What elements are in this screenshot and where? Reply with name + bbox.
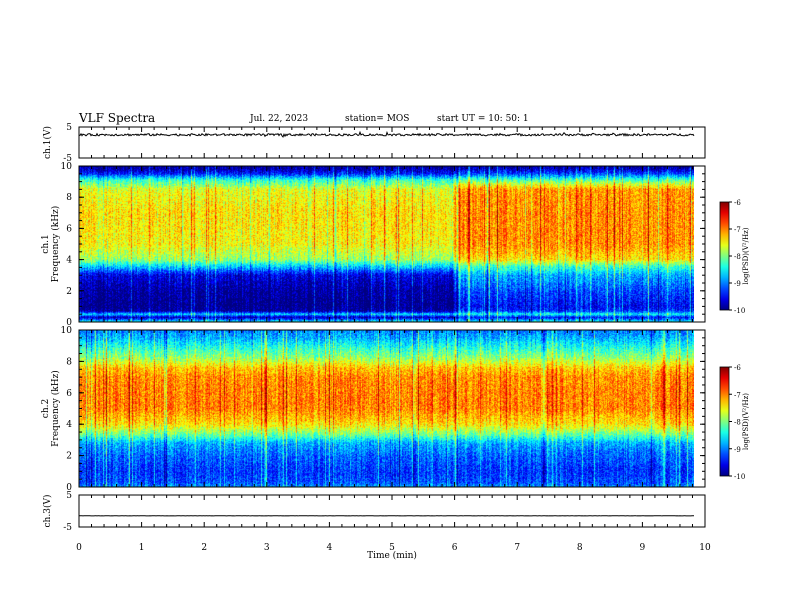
colorbar-tick-label: -7: [734, 226, 741, 234]
ch1-voltage-trace: [78, 130, 695, 138]
x-tick-label: 3: [264, 543, 270, 553]
x-tick-label: 2: [201, 543, 207, 553]
x-tick-label: 4: [327, 543, 333, 553]
ch2-spectrogram-ytick-label: 4: [66, 420, 72, 430]
ch1-spectrogram-ytick-label: 4: [66, 256, 72, 266]
colorbar-1: [719, 201, 730, 311]
x-tick-label: 9: [640, 543, 646, 553]
ch1-voltage-ylabel: ch.1(V): [42, 126, 53, 159]
x-tick-label: 7: [514, 543, 520, 553]
ch2-spectrogram-ytick-label: 6: [66, 389, 72, 399]
x-tick-label: 8: [577, 543, 583, 553]
ch2-spectrogram-ytick-label: 10: [61, 326, 73, 336]
ch1-voltage-ytick-label: 5: [66, 123, 72, 133]
colorbar-tick-label: -6: [734, 199, 741, 207]
ch1-voltage-ytick-label: -5: [63, 154, 72, 164]
x-tick-label: 0: [76, 543, 82, 553]
x-tick-label: 5: [389, 543, 395, 553]
station-label: station= MOS: [345, 114, 410, 124]
x-tick-label: 10: [699, 543, 711, 553]
ch1-spectrogram-ytick-label: 2: [66, 287, 72, 297]
colorbar-tick-label: -7: [734, 391, 741, 399]
colorbar-label: log(PSD)(V²/Hz): [742, 393, 750, 450]
ch1-spectrogram-ylabel: ch.1: [41, 234, 51, 253]
colorbar-tick-label: -9: [734, 446, 741, 454]
x-tick-label: 6: [452, 543, 458, 553]
ch2-spectrogram-ytick-label: 8: [66, 357, 72, 367]
ch1-spectrogram-ytick-label: 0: [66, 318, 72, 328]
colorbar-tick-label: -9: [734, 280, 741, 288]
chart-title: VLF Spectra: [79, 111, 156, 125]
colorbar-2: [719, 366, 730, 477]
ch2-spectrogram-image: [79, 330, 694, 487]
ch2-spectrogram-ylabel2: Frequency (kHz): [50, 370, 61, 447]
start-time-label: start UT = 10: 50: 1: [437, 114, 529, 124]
ch1-spectrogram-ylabel2: Frequency (kHz): [50, 206, 61, 283]
colorbar-tick-label: -6: [734, 364, 741, 372]
ch2-spectrogram-ylabel: ch.2: [41, 399, 51, 418]
colorbar-tick-label: -8: [734, 419, 741, 427]
ch1-spectrogram-ytick-label: 6: [66, 224, 72, 234]
ch3-voltage-ytick-label: 5: [66, 491, 72, 501]
ch3-voltage-ytick-label: -5: [63, 523, 72, 533]
ch2-spectrogram-ytick-label: 0: [66, 483, 72, 493]
colorbar-tick-label: -8: [734, 253, 741, 261]
ch3-voltage-ylabel: ch.3(V): [42, 495, 53, 528]
colorbar-label: log(PSD)(V²/Hz): [742, 227, 750, 284]
colorbar-tick-label: -10: [734, 473, 745, 481]
ch2-spectrogram-ytick-label: 2: [66, 452, 72, 462]
ch1-spectrogram-ytick-label: 10: [61, 162, 73, 172]
x-tick-label: 1: [139, 543, 145, 553]
ch1-spectrogram-ytick-label: 8: [66, 193, 72, 203]
x-axis-label: Time (min): [367, 550, 417, 561]
date-label: Jul. 22, 2023: [250, 114, 309, 124]
colorbar-tick-label: -10: [734, 307, 745, 315]
ch1-spectrogram-image: [79, 166, 694, 322]
